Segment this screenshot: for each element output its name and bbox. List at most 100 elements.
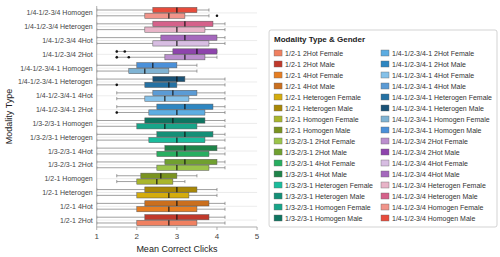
x-tick-label: 4: [215, 232, 220, 241]
whisker-low: [97, 139, 149, 142]
legend-item: 1/4-1/2-3/4-1 Heterogen Female: [381, 94, 492, 102]
legend-swatch: [274, 215, 282, 221]
whisker-high: [205, 119, 225, 122]
legend-swatch: [381, 138, 389, 144]
flier: [115, 56, 118, 59]
median: [172, 90, 173, 95]
whisker-low: [97, 83, 145, 86]
whisker-low: [97, 8, 153, 11]
y-tick-label: 1/2-1 Homogen: [44, 175, 92, 183]
box: [97, 151, 225, 156]
box-body: [165, 55, 205, 60]
legend-label: 1/4-1/2-3/4-1 Heterogen Female: [392, 94, 492, 102]
flier: [115, 111, 118, 114]
box-body: [145, 118, 205, 123]
whisker-high: [197, 188, 217, 191]
median: [176, 110, 177, 115]
box-body: [153, 21, 213, 26]
plot-area: [97, 7, 225, 225]
whisker-low: [117, 50, 173, 53]
whisker-low: [97, 160, 165, 163]
y-tick-label: 1/4-1/2-3/4 2Hot: [42, 51, 93, 58]
y-tick-label: 1/2-1 2Hot: [60, 217, 93, 224]
legend-item: 1/3-2/3-1 Heterogen Male: [274, 193, 365, 201]
flier: [123, 50, 126, 53]
legend-label: 1/3-2/3-1 2Hot Female: [285, 138, 355, 145]
legend-swatch: [274, 171, 282, 177]
whisker-low: [117, 180, 137, 183]
whisker-low: [97, 64, 137, 67]
whisker-high: [209, 152, 225, 155]
whisker-low: [117, 97, 145, 100]
whisker-low: [97, 69, 129, 72]
legend-swatch: [381, 105, 389, 111]
median: [184, 132, 185, 137]
whisker-high: [197, 91, 225, 94]
legend-label: 1/4-1/2-3/4-1 4Hot Female: [392, 72, 474, 79]
box-series: [97, 7, 225, 219]
box-body: [165, 159, 217, 164]
whisker-low: [117, 111, 149, 114]
box-body: [137, 179, 173, 184]
x-tick-label: 3: [175, 232, 180, 241]
legend-swatch: [274, 182, 282, 188]
x-tick: [257, 227, 258, 230]
x-tick: [176, 227, 177, 230]
box: [117, 96, 225, 101]
whisker-low: [97, 152, 157, 155]
box: [117, 179, 185, 184]
whisker-low: [97, 202, 145, 205]
whisker-high: [209, 216, 225, 219]
whisker-low: [97, 22, 153, 25]
median: [184, 35, 185, 40]
box: [97, 7, 209, 12]
legend-swatch: [381, 204, 389, 210]
y-tick-label: 1/4-1/2-3/4 4Hot: [42, 37, 93, 44]
box: [97, 193, 217, 198]
median: [176, 137, 177, 142]
legend-item: 1/4-1/2-3/4 Homogen Male: [381, 215, 475, 223]
flier: [115, 84, 118, 87]
median: [196, 49, 197, 54]
legend-item: 1/4-1/2-3/4-1 Homogen Female: [381, 116, 490, 124]
legend-label: 1/4-1/2-3/4 2Hot Male: [392, 149, 460, 156]
whisker-low: [97, 36, 161, 39]
legend-item: 1/4-1/2-3/4-1 2Hot Male: [381, 61, 466, 68]
whisker-high: [217, 160, 225, 163]
box: [97, 35, 225, 40]
x-tick: [96, 227, 97, 230]
legend-item: 1/4-1/2-3/4 2Hot Female: [381, 138, 468, 145]
legend-item: 1/4-1/2-3/4-1 4Hot Male: [381, 83, 466, 90]
legend-item: 1/4-1/2-3/4 4Hot Female: [381, 160, 468, 167]
legend-swatch: [274, 50, 282, 56]
legend-item: 1/4-1/2-3/4 4Hot Male: [381, 171, 460, 178]
median: [176, 187, 177, 192]
x-tick: [136, 227, 137, 230]
legend-swatch: [381, 193, 389, 199]
legend-item: 1/2-1 2Hot Male: [274, 61, 335, 68]
box-body: [173, 49, 217, 54]
median: [176, 215, 177, 220]
median: [176, 151, 177, 156]
whisker-high: [177, 83, 225, 86]
legend-label: 1/3-2/3-1 Heterogen Female: [285, 182, 373, 190]
legend-item: 1/3-2/3-1 Homogen Male: [274, 215, 363, 223]
median: [156, 179, 157, 184]
legend-label: 1/3-2/3-1 2Hot Male: [285, 149, 347, 156]
whisker-high: [205, 111, 225, 114]
legend-item: 1/4-1/2-3/4-1 Heterogen Male: [381, 105, 484, 113]
median: [172, 118, 173, 123]
y-tick-label: 1/3-2/3-1 Homogen: [32, 120, 92, 128]
whisker-high: [169, 69, 197, 72]
whisker-high: [213, 105, 225, 108]
legend-frame: [269, 30, 497, 227]
box-body: [137, 124, 197, 129]
legend-item: 1/4-1/2-3/4 Heterogen Female: [381, 182, 486, 190]
legend-swatch: [381, 127, 389, 133]
chart: Modality Type & Gender1/2-1 2Hot Female1…: [0, 0, 500, 257]
x-tick-label: 1: [94, 232, 99, 241]
box-body: [157, 132, 213, 137]
median: [184, 104, 185, 109]
whisker-high: [217, 147, 225, 150]
box: [97, 68, 197, 73]
